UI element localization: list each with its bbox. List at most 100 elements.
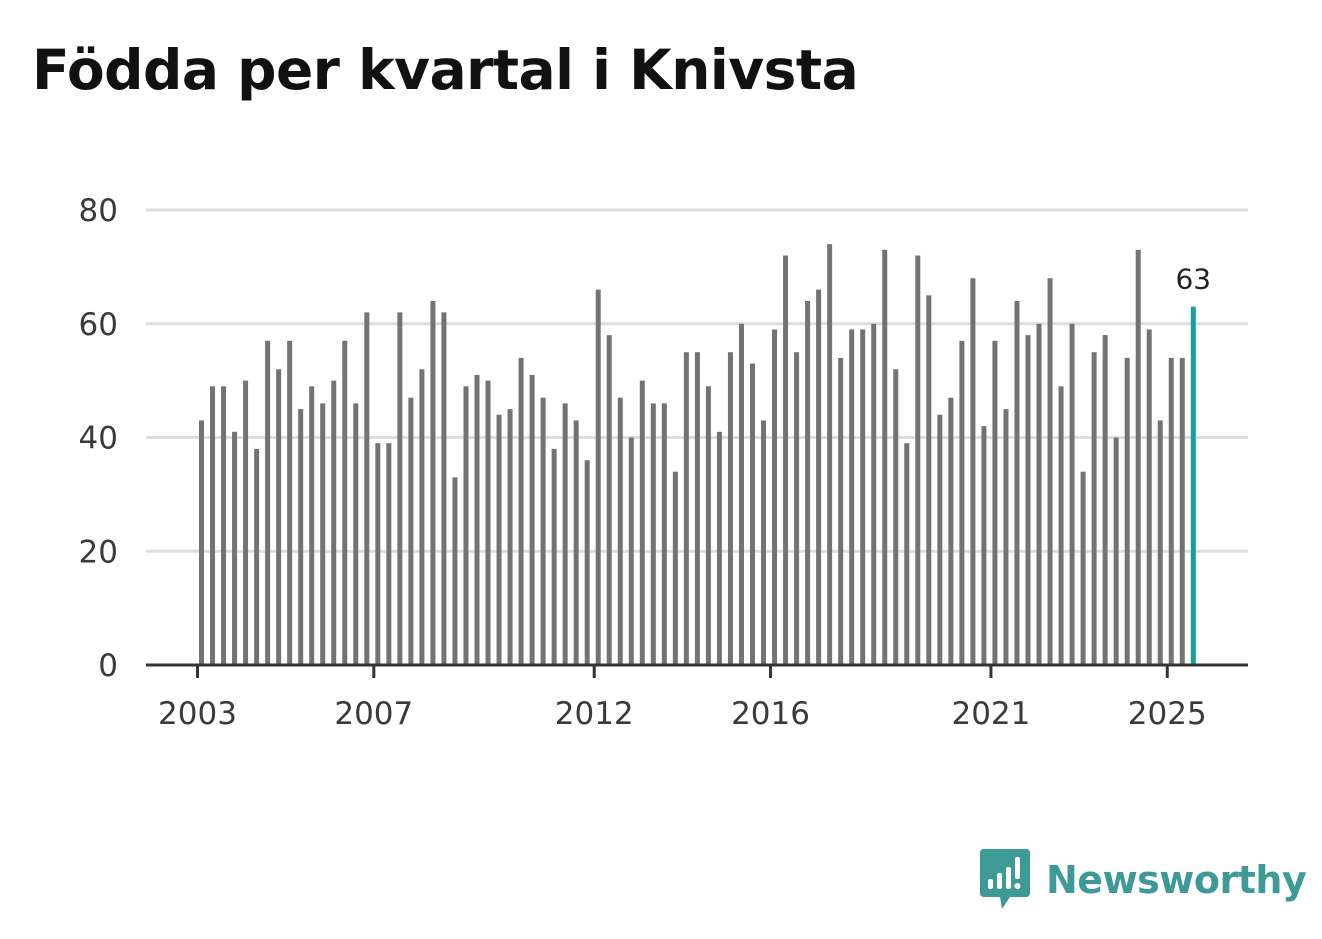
bar — [959, 340, 965, 665]
bar — [838, 357, 844, 666]
bar — [915, 255, 921, 665]
bar — [1179, 357, 1185, 666]
bar — [1124, 357, 1130, 666]
bar — [738, 323, 744, 665]
bar — [496, 414, 502, 665]
bar — [1080, 471, 1086, 666]
bar — [727, 352, 733, 665]
bar-highlighted — [1190, 306, 1196, 665]
bar — [364, 312, 370, 666]
bar — [386, 443, 392, 665]
bar — [716, 431, 722, 665]
bar — [849, 329, 855, 665]
bar — [948, 397, 954, 665]
bar — [683, 352, 689, 665]
bar — [672, 471, 678, 666]
bar — [893, 369, 899, 665]
y-tick-label: 60 — [79, 307, 118, 343]
bar — [904, 443, 910, 665]
bar — [518, 357, 524, 666]
x-axis-ticks: 2003 2007 2012 2016 2021 2025 — [158, 665, 1207, 732]
bar — [1091, 352, 1097, 665]
chart-title: Födda per kvartal i Knivsta — [32, 38, 859, 102]
bar — [970, 278, 976, 665]
bar — [287, 340, 293, 665]
bar — [441, 312, 447, 666]
bar — [606, 335, 612, 666]
bar — [937, 414, 943, 665]
bar — [1102, 335, 1108, 666]
bar — [551, 448, 557, 666]
bar — [1036, 323, 1042, 665]
bar — [761, 420, 767, 665]
last-value-label: 63 — [1175, 263, 1211, 296]
bar — [705, 386, 711, 665]
y-tick-label: 40 — [79, 421, 118, 457]
bar — [750, 363, 755, 665]
bar — [309, 386, 315, 665]
y-tick-label: 20 — [79, 534, 118, 570]
bar — [981, 426, 987, 666]
bar — [871, 323, 877, 665]
x-tick-label: 2016 — [731, 696, 810, 732]
bar — [419, 369, 425, 665]
bar — [562, 403, 568, 666]
x-tick-label: 2025 — [1128, 696, 1207, 732]
bar — [628, 437, 634, 665]
bar — [243, 380, 249, 666]
bar — [1003, 409, 1009, 665]
bar — [694, 352, 700, 665]
bar — [397, 312, 403, 666]
y-axis-labels: 0 20 40 60 80 — [79, 193, 118, 684]
bar — [882, 249, 888, 665]
bar — [331, 380, 337, 666]
bar — [199, 420, 204, 665]
bar — [816, 289, 822, 666]
bar — [1047, 278, 1053, 665]
bar — [584, 460, 590, 665]
bar — [342, 340, 348, 665]
bar — [926, 295, 932, 665]
bar — [540, 397, 546, 665]
bars — [199, 244, 1196, 666]
bar — [210, 386, 216, 665]
bar — [1069, 323, 1075, 665]
annotations: 63 — [1175, 263, 1211, 296]
bar — [408, 397, 414, 665]
bar — [639, 380, 645, 666]
bar — [992, 340, 998, 665]
bar — [430, 301, 436, 665]
bar — [529, 374, 535, 665]
brand-name: Newsworthy — [1046, 858, 1307, 902]
x-tick-label: 2003 — [158, 696, 237, 732]
x-tick-label: 2012 — [555, 696, 634, 732]
bar — [474, 374, 480, 665]
bar — [221, 386, 227, 665]
y-tick-label: 0 — [98, 648, 118, 684]
bar — [320, 403, 326, 666]
bar — [1025, 335, 1031, 666]
bar — [1014, 301, 1020, 665]
bar — [1113, 437, 1119, 665]
bar — [463, 386, 469, 665]
bar — [1135, 249, 1141, 665]
bar — [595, 289, 601, 666]
bar — [1168, 357, 1174, 666]
bar — [507, 409, 513, 665]
bar — [485, 380, 491, 666]
y-tick-label: 80 — [79, 193, 118, 229]
bar — [1058, 386, 1064, 665]
bar — [573, 420, 579, 665]
bar — [860, 329, 866, 665]
bar — [1157, 420, 1163, 665]
bar — [805, 301, 811, 665]
x-tick-label: 2007 — [334, 696, 413, 732]
bar — [650, 403, 656, 666]
bar — [794, 352, 800, 665]
bar — [265, 340, 271, 665]
bar — [452, 477, 458, 665]
bar — [617, 397, 623, 665]
brand-logo: Newsworthy — [980, 848, 1307, 912]
bar — [254, 448, 260, 666]
